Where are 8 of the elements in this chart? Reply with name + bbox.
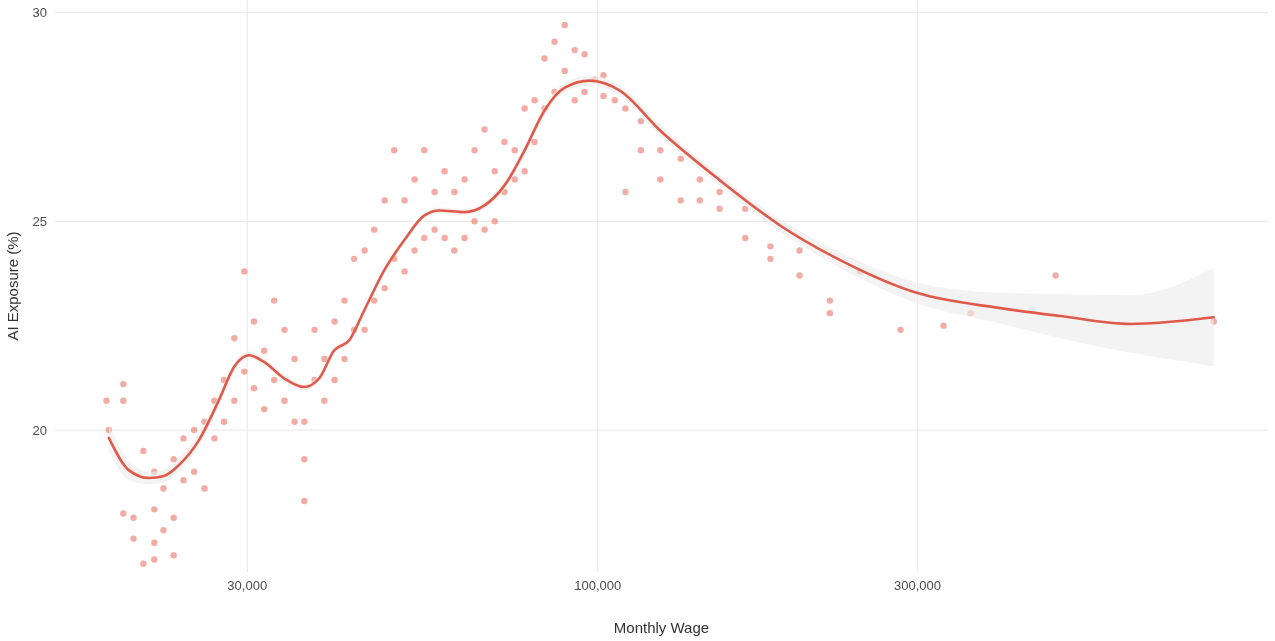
x-tick-label: 100,000: [574, 578, 622, 593]
x-tick-label: 300,000: [894, 578, 942, 593]
y-axis-title: AI Exposure (%): [4, 231, 21, 341]
x-axis-title: Monthly Wage: [613, 619, 710, 636]
y-tick-label: 25: [32, 213, 47, 229]
x-tick-label: 30,000: [227, 578, 268, 593]
y-tick-label: 30: [32, 5, 47, 21]
y-tick-label: 20: [32, 422, 47, 438]
